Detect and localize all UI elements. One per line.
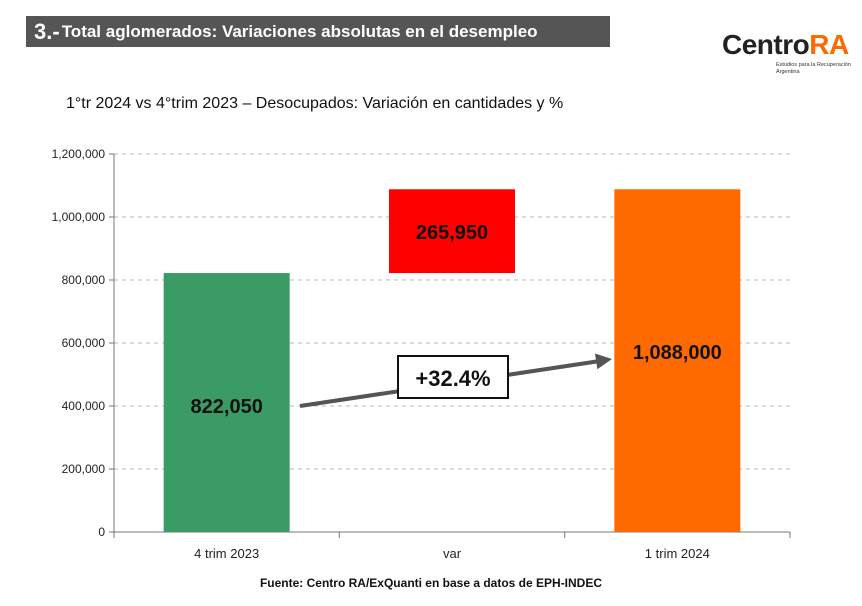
x-tick-label: var <box>443 546 462 561</box>
y-tick-label: 0 <box>98 525 105 539</box>
bar-var <box>389 189 515 274</box>
bar-4-trim-2023 <box>163 273 290 532</box>
data-label: 822,050 <box>191 396 263 418</box>
data-label: 1,088,000 <box>633 342 722 364</box>
chart-subtitle: 1°tr 2024 vs 4°trim 2023 – Desocupados: … <box>66 95 564 112</box>
x-tick-label: 4 trim 2023 <box>194 546 259 561</box>
x-tick-label: 1 trim 2024 <box>645 546 710 561</box>
source-note: Fuente: Centro RA/ExQuanti en base a dat… <box>259 576 603 590</box>
logo-word-ra: RA <box>809 29 849 60</box>
percent-change-label: +32.4% <box>415 366 490 391</box>
y-tick-label: 1,000,000 <box>52 210 106 224</box>
y-tick-label: 200,000 <box>62 462 106 476</box>
logo-tagline: Estudios para la Recuperación Argentina <box>776 62 851 75</box>
y-tick-label: 800,000 <box>62 273 106 287</box>
centro-ra-logo: CentroRA Estudios para la Recuperación A… <box>722 30 858 86</box>
percent-change-box <box>397 355 509 399</box>
logo-word-centro: Centro <box>722 29 810 60</box>
y-tick-label: 1,200,000 <box>52 147 106 161</box>
y-tick-label: 600,000 <box>62 336 106 350</box>
logo-wordmark: CentroRA <box>722 30 858 60</box>
bar-1-trim-2024 <box>614 189 741 532</box>
section-number: 3.- <box>34 18 60 44</box>
y-tick-label: 400,000 <box>62 399 106 413</box>
data-label: 265,950 <box>416 222 488 244</box>
section-header: 3.- Total aglomerados: Variaciones absol… <box>26 16 610 47</box>
trend-arrow-head <box>594 353 612 370</box>
section-title: Total aglomerados: Variaciones absolutas… <box>61 21 538 41</box>
